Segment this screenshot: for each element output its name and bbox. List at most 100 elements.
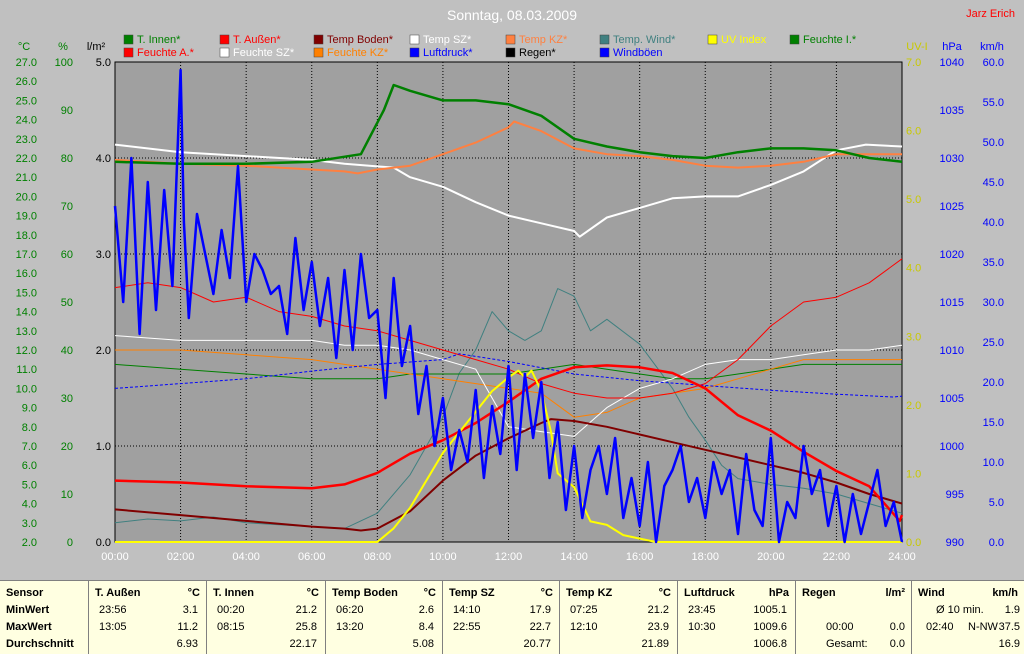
stats-col-unit: °C — [306, 587, 319, 599]
legend-swatch — [789, 34, 800, 45]
time-axis-tick: 08:00 — [364, 551, 392, 563]
author-label: Jarz Erich — [966, 8, 1015, 20]
stats-row-labels: Sensor MinWert MaxWert Durchschnitt — [0, 581, 89, 654]
stats-wind-avg-label: Ø 10 min. — [936, 604, 984, 616]
legend-swatch — [313, 47, 324, 58]
chart-title: Sonntag, 08.03.2009 — [447, 7, 577, 23]
uv-axis-tick: 3.0 — [906, 331, 921, 343]
stats-min: 3.1 — [182, 604, 198, 616]
pressure-axis-unit: hPa — [942, 41, 962, 53]
uv-axis-tick: 2.0 — [906, 400, 921, 412]
wind-axis-tick: 50.0 — [983, 137, 1004, 149]
legend-swatch — [409, 34, 420, 45]
legend-label: Temp SZ* — [423, 34, 472, 46]
legend-label: T. Außen* — [233, 34, 281, 46]
pressure-axis-tick: 1030 — [940, 153, 964, 165]
temp-axis-tick: 9.0 — [22, 403, 37, 415]
time-axis-tick: 16:00 — [626, 551, 654, 563]
stats-col-name: T. Außen — [95, 587, 141, 599]
stats-min-time: 23:56 — [99, 604, 127, 616]
pressure-axis-tick: 990 — [946, 537, 964, 549]
wind-axis-tick: 60.0 — [983, 57, 1004, 69]
temp-axis-tick: 5.0 — [22, 479, 37, 491]
stats-col-unit: °C — [187, 587, 200, 599]
rain-axis-tick: 0.0 — [96, 537, 111, 549]
stats-col-wind: Wind km/h Ø 10 min. 1.9 02:40 N-NW 37.5 … — [912, 581, 1024, 654]
humidity-axis-tick: 10 — [61, 489, 73, 501]
pressure-axis-tick: 1000 — [940, 441, 964, 453]
wind-axis-tick: 10.0 — [983, 457, 1004, 469]
stats-wind-max-time: 02:40 — [926, 621, 954, 633]
temp-axis-tick: 4.0 — [22, 499, 37, 511]
stats-col: Temp Boden °C 06:20 2.6 13:20 8.4 5.08 — [326, 581, 443, 654]
stats-max: 22.7 — [529, 621, 551, 633]
stats-col: Temp SZ °C 14:10 17.9 22:55 22.7 20.77 — [443, 581, 560, 654]
pressure-axis-tick: 1025 — [940, 201, 964, 213]
stats-max: 8.4 — [418, 621, 434, 633]
wind-axis-tick: 20.0 — [983, 377, 1004, 389]
temp-axis-tick: 20.0 — [16, 191, 37, 203]
legend-swatch — [599, 47, 610, 58]
stats-max-time: 08:15 — [217, 621, 245, 633]
legend-swatch — [505, 47, 516, 58]
wind-axis-tick: 25.0 — [983, 337, 1004, 349]
legend-label: Feuchte KZ* — [327, 47, 389, 59]
temp-axis-tick: 24.0 — [16, 115, 37, 127]
rain-axis-tick: 2.0 — [96, 345, 111, 357]
legend-swatch — [219, 34, 230, 45]
temp-axis-unit: °C — [18, 41, 30, 53]
legend-label: Regen* — [519, 47, 556, 59]
humidity-axis-tick: 30 — [61, 393, 73, 405]
legend-label: Windböen — [613, 47, 663, 59]
stats-avg: 1006.8 — [753, 638, 787, 650]
wind-axis-tick: 35.0 — [983, 257, 1004, 269]
temp-axis-tick: 17.0 — [16, 249, 37, 261]
temp-axis-tick: 8.0 — [22, 422, 37, 434]
stats-min-time: 07:25 — [570, 604, 598, 616]
temp-axis-tick: 19.0 — [16, 211, 37, 223]
temp-axis-tick: 18.0 — [16, 230, 37, 242]
legend-swatch — [409, 47, 420, 58]
uv-axis-tick: 1.0 — [906, 468, 921, 480]
legend-label: Temp KZ* — [519, 34, 568, 46]
temp-axis-tick: 25.0 — [16, 95, 37, 107]
time-axis-tick: 22:00 — [823, 551, 851, 563]
stats-rain-unit: l/m² — [885, 587, 905, 599]
series-line-t-au-en- — [114, 364, 904, 523]
legend-label: Feuchte I.* — [803, 34, 857, 46]
humidity-axis-tick: 60 — [61, 249, 73, 261]
series-line-windböen — [113, 68, 904, 544]
legend-swatch — [123, 34, 134, 45]
stats-min-time: 23:45 — [688, 604, 716, 616]
stats-wind-unit: km/h — [992, 587, 1018, 599]
humidity-axis-tick: 40 — [61, 345, 73, 357]
wind-axis-tick: 30.0 — [983, 297, 1004, 309]
temp-axis-tick: 11.0 — [16, 364, 37, 376]
wind-axis-tick: 55.0 — [983, 97, 1004, 109]
humidity-axis-unit: % — [58, 41, 68, 53]
stats-col-name: Temp Boden — [332, 587, 398, 599]
series-line-temp-boden- — [114, 418, 903, 532]
wind-axis-tick: 0.0 — [989, 537, 1004, 549]
stats-min: 17.9 — [529, 604, 551, 616]
temp-axis-tick: 3.0 — [22, 518, 37, 530]
temp-axis-tick: 15.0 — [16, 287, 37, 299]
legend-swatch — [707, 34, 718, 45]
stats-min: 21.2 — [647, 604, 669, 616]
stats-col: T. Innen °C 00:20 21.2 08:15 25.8 22.17 — [207, 581, 326, 654]
time-axis-tick: 02:00 — [167, 551, 195, 563]
legend-swatch — [313, 34, 324, 45]
stats-min-time: 00:20 — [217, 604, 245, 616]
pressure-axis-tick: 1005 — [940, 393, 964, 405]
legend-swatch — [219, 47, 230, 58]
series — [113, 68, 904, 544]
legend-label: Feuchte SZ* — [233, 47, 295, 59]
time-axis-tick: 04:00 — [232, 551, 260, 563]
stats-rain-total-label: Gesamt: — [826, 638, 868, 650]
legend-label: Luftdruck* — [423, 47, 473, 59]
stats-min-time: 06:20 — [336, 604, 364, 616]
series-line-feuchte-kz- — [115, 349, 902, 418]
row-label-avg: Durchschnitt — [6, 638, 74, 650]
time-axis-tick: 12:00 — [495, 551, 523, 563]
rain-axis-tick: 4.0 — [96, 153, 111, 165]
